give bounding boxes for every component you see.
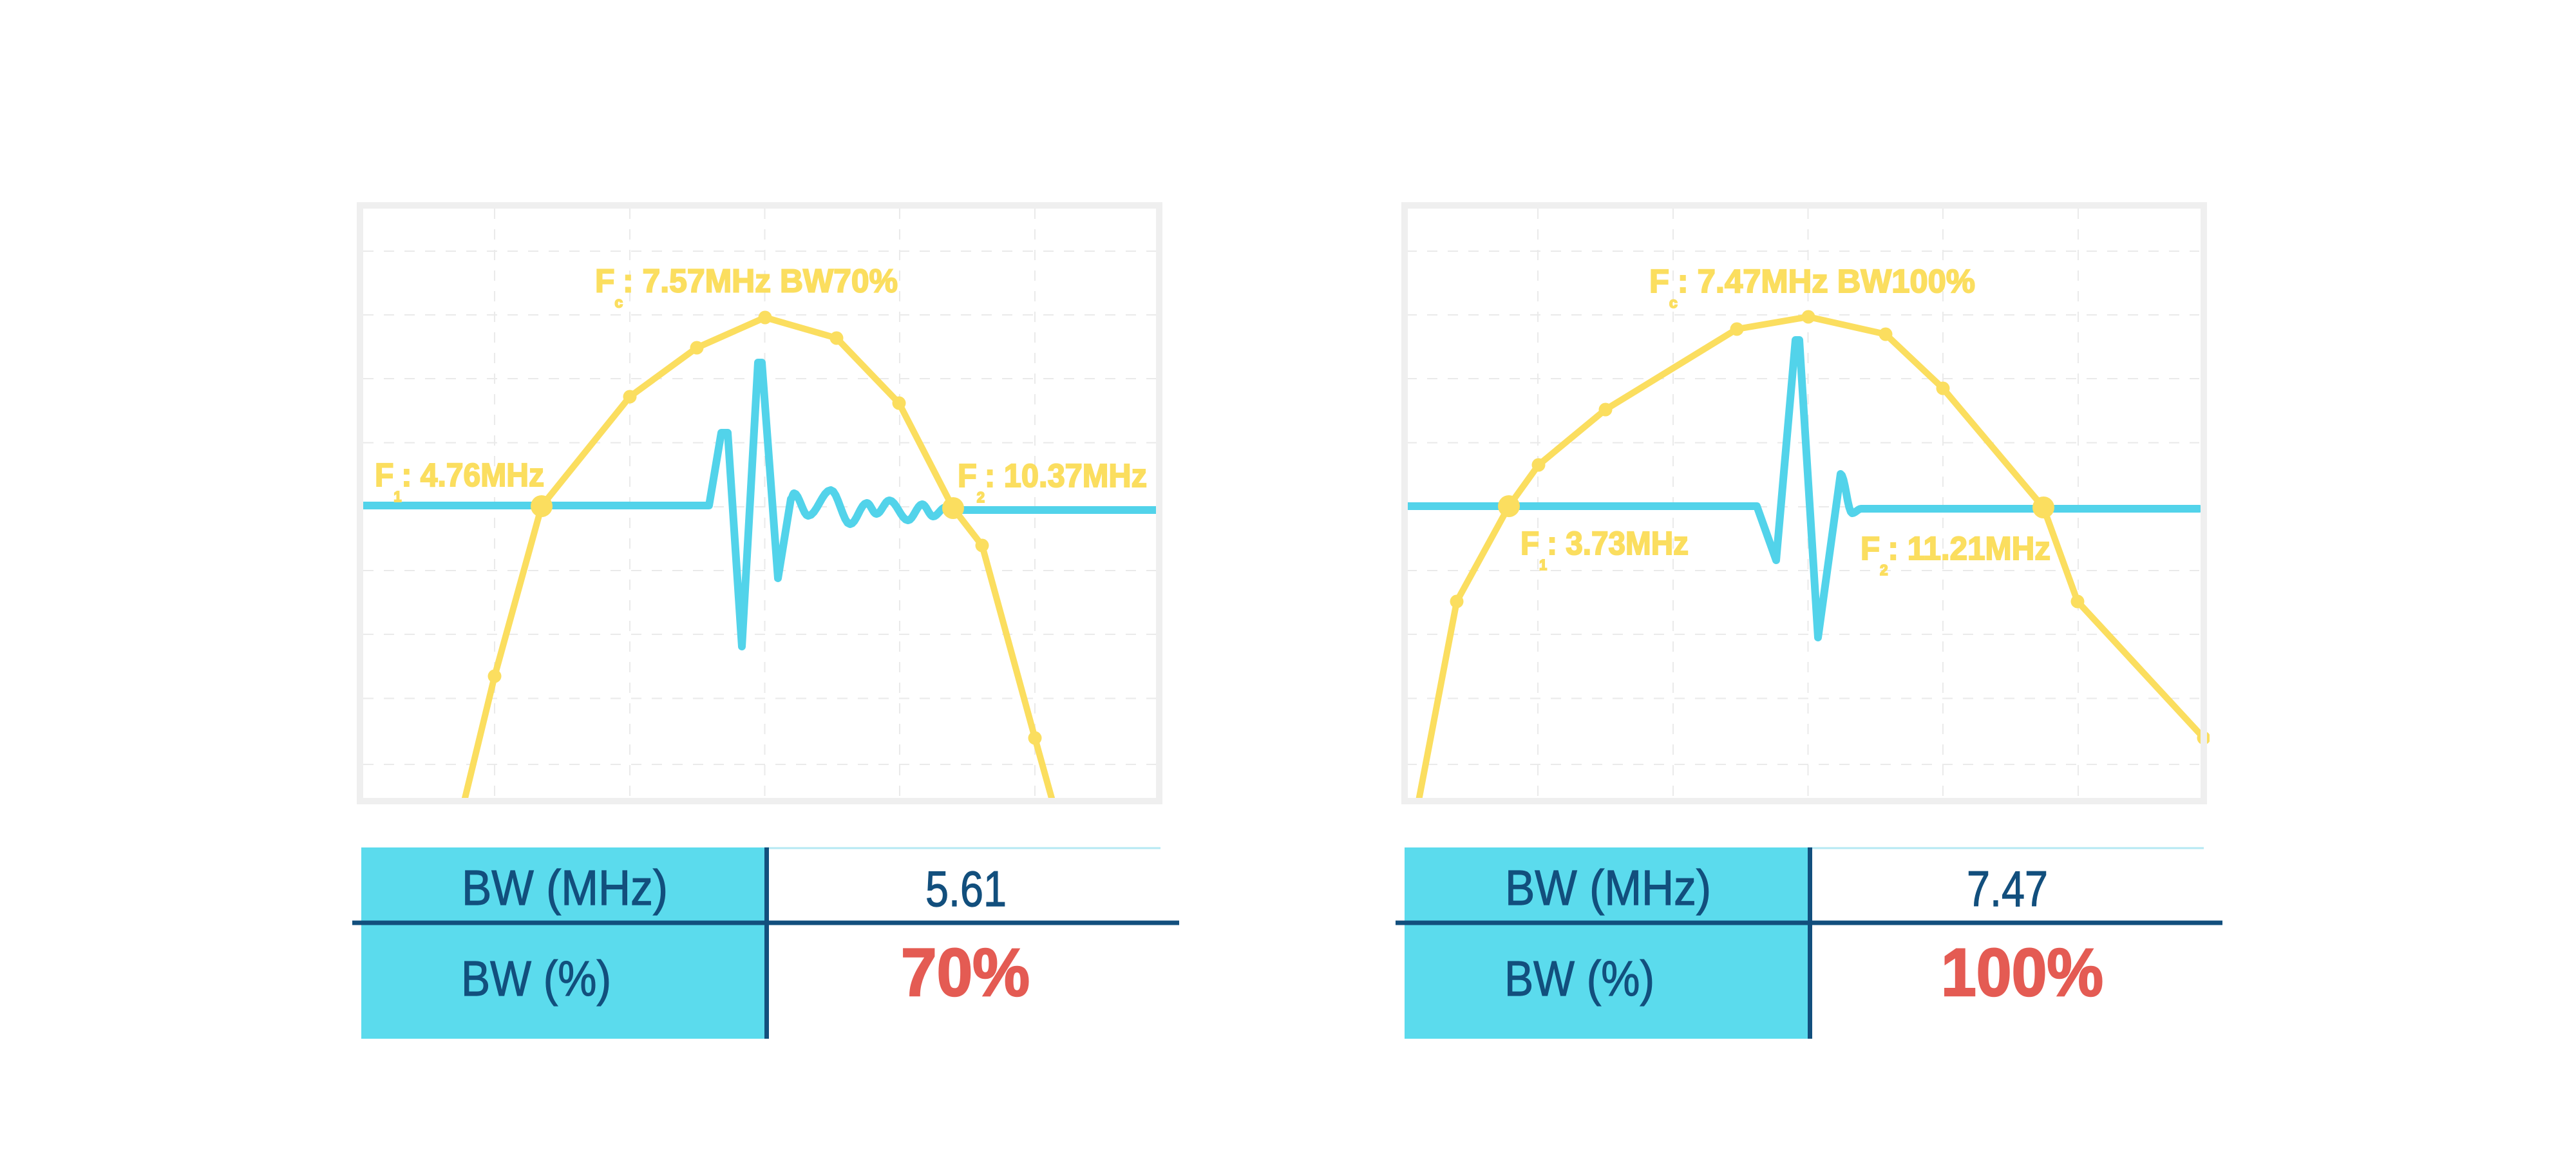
svg-text:Fc: 7.57MHz BW70%: Fc: 7.57MHz BW70% bbox=[595, 263, 898, 311]
svg-text:70%: 70% bbox=[901, 935, 1030, 1010]
svg-text:BW (%): BW (%) bbox=[1504, 951, 1654, 1007]
svg-text:F1: 3.73MHz: F 1: 3.73MHz bbox=[1520, 525, 1689, 573]
svg-text:100%: 100% bbox=[1941, 935, 2103, 1010]
svg-text:F2: 10.37MHz: F 2: 10.37MHz bbox=[958, 457, 1147, 506]
svg-text:BW (MHz): BW (MHz) bbox=[462, 860, 668, 916]
svg-text:Fc: 7.47MHz BW100%: Fc: 7.47MHz BW100% bbox=[1649, 263, 1975, 311]
svg-text:F1: 4.76MHz: F 1: 4.76MHz bbox=[375, 457, 544, 505]
svg-text:5.61: 5.61 bbox=[925, 860, 1007, 917]
svg-text:BW (%): BW (%) bbox=[461, 951, 611, 1007]
svg-text:7.47: 7.47 bbox=[1967, 860, 2048, 917]
svg-text:BW (MHz): BW (MHz) bbox=[1505, 860, 1711, 916]
